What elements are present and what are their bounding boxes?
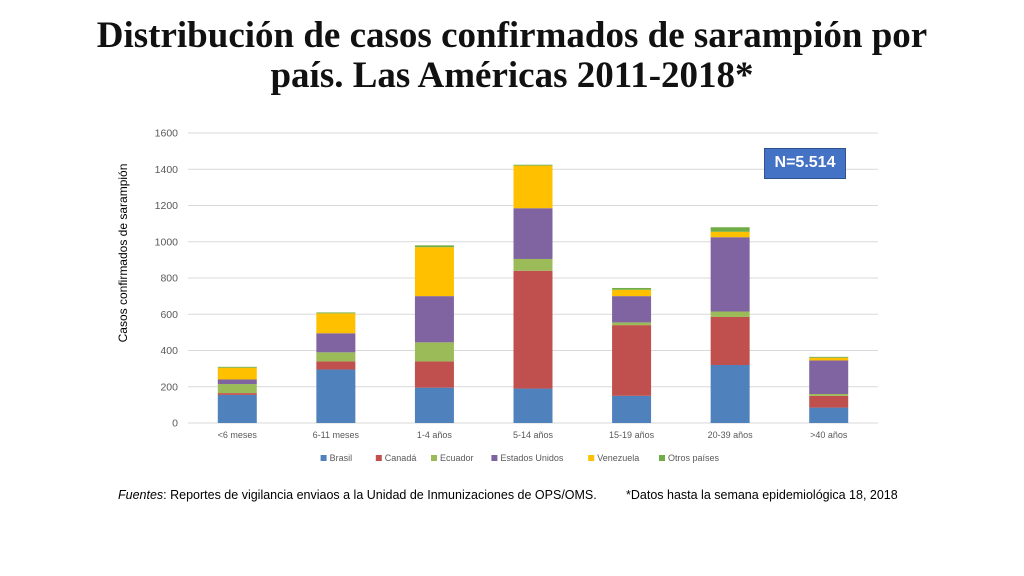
y-tick-label: 600 bbox=[160, 309, 178, 321]
bar-segment bbox=[217, 394, 257, 423]
bar-segment bbox=[809, 356, 849, 358]
total-cases-badge: N=5.514 bbox=[764, 148, 846, 179]
legend-swatch bbox=[491, 455, 498, 461]
legend-label: Ecuador bbox=[440, 453, 474, 463]
legend-label: Brasil bbox=[330, 453, 353, 463]
bar-segment bbox=[710, 237, 750, 312]
y-tick-label: 1200 bbox=[155, 200, 179, 212]
bar-segment bbox=[513, 388, 553, 423]
bar-segment bbox=[809, 395, 849, 408]
bar-segment bbox=[513, 270, 553, 389]
y-tick-label: 1600 bbox=[155, 128, 179, 140]
bar-segment bbox=[809, 407, 849, 423]
bar-segment bbox=[217, 366, 257, 368]
source-text: : Reportes de vigilancia enviaos a la Un… bbox=[163, 488, 597, 502]
bar-segment bbox=[414, 387, 454, 423]
legend-swatch bbox=[588, 455, 595, 461]
bar-segment bbox=[316, 333, 356, 353]
bar-segment bbox=[612, 322, 652, 326]
bar-segment bbox=[316, 369, 356, 423]
bar-segment bbox=[809, 360, 849, 394]
y-axis-label: Casos confirmados de sarampión bbox=[116, 164, 130, 343]
source-footnote: Fuentes: Reportes de vigilancia enviaos … bbox=[118, 488, 597, 502]
legend-swatch bbox=[320, 455, 327, 461]
source-label: Fuentes bbox=[118, 488, 164, 502]
x-tick-label: 15-19 años bbox=[609, 430, 655, 440]
x-tick-label: >40 años bbox=[810, 430, 848, 440]
x-tick-label: 20-39 años bbox=[708, 430, 754, 440]
legend-swatch bbox=[375, 455, 382, 461]
bar-segment bbox=[612, 395, 652, 423]
bar-segment bbox=[316, 313, 356, 334]
legend-swatch bbox=[431, 455, 437, 461]
bar-segment bbox=[612, 287, 652, 290]
bar-segment bbox=[513, 165, 553, 209]
bar-segment bbox=[513, 208, 553, 259]
y-tick-label: 800 bbox=[160, 273, 178, 285]
y-tick-label: 1000 bbox=[155, 236, 179, 248]
bar-segment bbox=[414, 247, 454, 297]
bar-segment bbox=[316, 361, 356, 370]
bar-segment bbox=[217, 393, 257, 395]
legend-label: Venezuela bbox=[597, 453, 639, 463]
date-footnote: *Datos hasta la semana epidemiológica 18… bbox=[626, 488, 898, 502]
x-tick-label: 1-4 años bbox=[417, 430, 453, 440]
bar-segment bbox=[710, 311, 750, 317]
page-title: Distribución de casos confirmados de sar… bbox=[0, 16, 1024, 96]
bar-segment bbox=[710, 365, 750, 423]
bar-segment bbox=[612, 296, 652, 323]
bar-segment bbox=[612, 325, 652, 396]
legend-label: Estados Unidos bbox=[500, 453, 564, 463]
bar-segment bbox=[513, 164, 553, 166]
bar-segment bbox=[414, 361, 454, 388]
x-tick-label: <6 meses bbox=[218, 430, 258, 440]
x-tick-label: 6-11 meses bbox=[313, 430, 360, 440]
bar-segment bbox=[710, 316, 750, 365]
bar-segment bbox=[414, 342, 454, 362]
y-tick-label: 200 bbox=[160, 381, 178, 393]
bar-segment bbox=[710, 227, 750, 232]
legend-label: Otros países bbox=[668, 453, 720, 463]
bar-segment bbox=[217, 384, 257, 394]
bar-segment bbox=[809, 357, 849, 361]
legend-label: Canadá bbox=[385, 453, 417, 463]
x-tick-label: 5-14 años bbox=[513, 430, 554, 440]
bar-segment bbox=[414, 245, 454, 248]
bar-segment bbox=[217, 379, 257, 385]
bar-segment bbox=[316, 352, 356, 362]
bar-segment bbox=[316, 312, 356, 314]
bar-segment bbox=[710, 231, 750, 238]
bar-segment bbox=[612, 289, 652, 297]
bar-segment bbox=[217, 367, 257, 380]
title-line-1: Distribución de casos confirmados de sar… bbox=[96, 15, 928, 56]
bar-segment bbox=[414, 296, 454, 343]
y-tick-label: 0 bbox=[172, 418, 178, 430]
y-tick-label: 400 bbox=[160, 345, 178, 357]
bar-segment bbox=[513, 258, 553, 271]
title-line-2: país. Las Américas 2011-2018* bbox=[270, 55, 754, 96]
y-tick-label: 1400 bbox=[155, 164, 179, 176]
legend-swatch bbox=[659, 455, 665, 461]
bar-segment bbox=[809, 394, 849, 396]
